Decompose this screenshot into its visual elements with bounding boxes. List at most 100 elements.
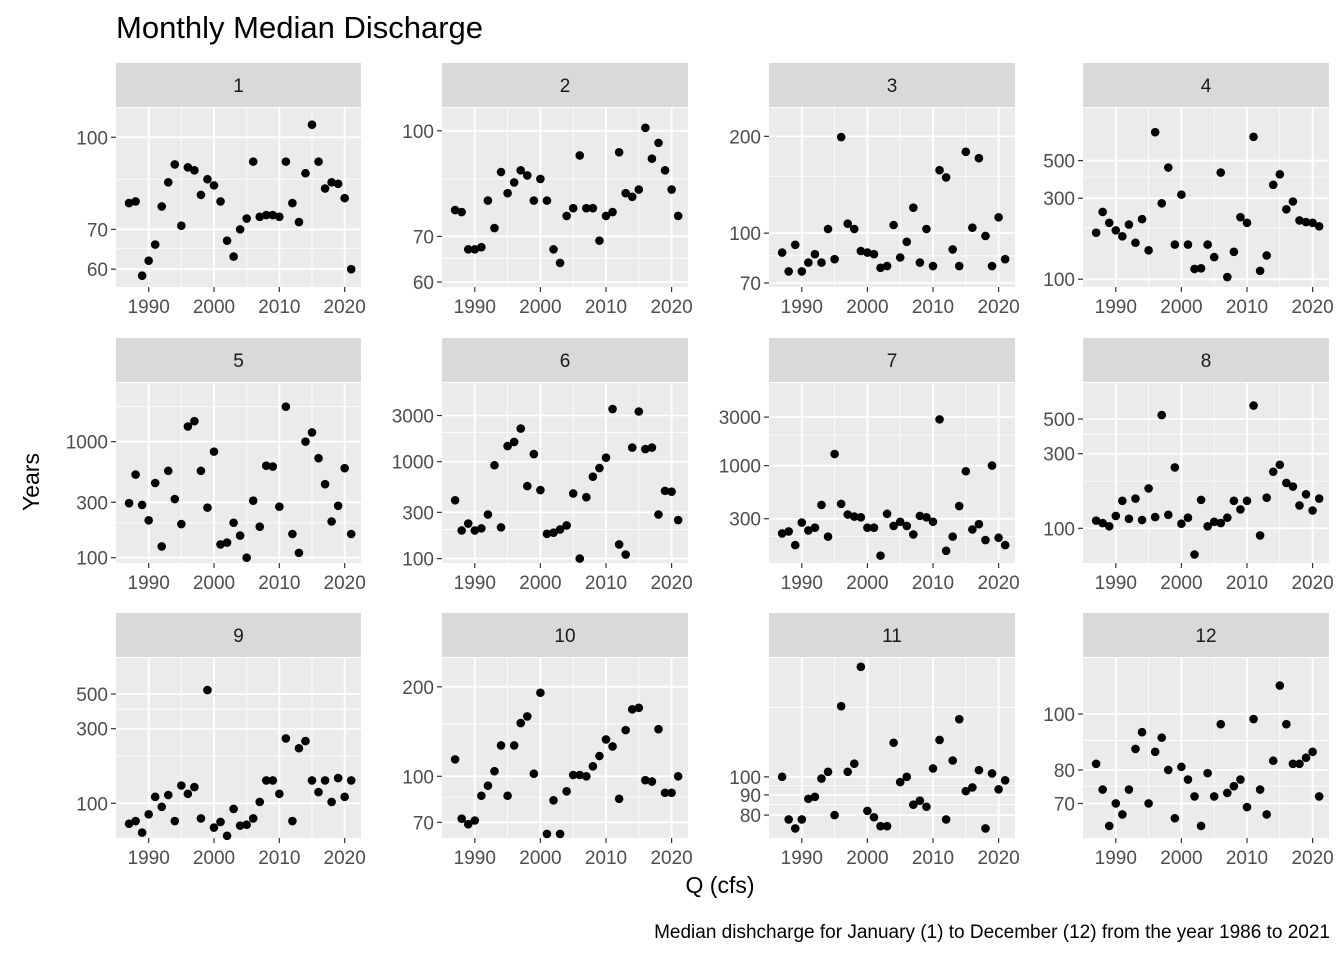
data-point <box>634 185 644 194</box>
data-point <box>981 535 990 545</box>
data-point <box>902 237 912 247</box>
y-tick-label: 100 <box>729 768 761 789</box>
data-point <box>1196 263 1206 273</box>
data-point <box>1255 531 1265 540</box>
data-point <box>216 817 225 827</box>
x-tick-label: 1990 <box>1095 573 1137 594</box>
data-point <box>660 788 670 798</box>
data-point <box>1262 810 1271 819</box>
facet-panel-9: 9 100 300 500 1990 2000 2010 2020 <box>76 613 366 869</box>
panel-background <box>442 658 688 838</box>
data-point <box>922 224 931 234</box>
data-point <box>621 725 630 735</box>
data-point <box>346 264 356 274</box>
data-point <box>1091 516 1101 525</box>
data-point <box>470 245 480 254</box>
data-point <box>922 512 931 522</box>
x-tick-label: 2000 <box>193 848 235 869</box>
data-point <box>810 249 820 259</box>
data-point <box>1196 495 1206 505</box>
data-point <box>869 249 879 259</box>
data-point <box>222 538 232 547</box>
data-point <box>562 787 571 796</box>
data-point <box>346 529 356 539</box>
data-point <box>483 510 493 519</box>
data-point <box>327 797 336 807</box>
data-point <box>1242 496 1252 506</box>
data-point <box>935 415 944 424</box>
data-point <box>294 548 304 558</box>
data-point <box>1301 217 1311 227</box>
data-point <box>1275 681 1285 690</box>
data-point <box>1144 246 1153 255</box>
data-point <box>1111 511 1121 521</box>
data-point <box>641 444 650 454</box>
data-point <box>268 210 278 220</box>
data-point <box>496 741 506 750</box>
data-point <box>536 485 545 495</box>
data-point <box>614 540 624 549</box>
data-point <box>470 816 480 825</box>
data-point <box>307 776 317 785</box>
data-point <box>327 177 336 187</box>
y-tick-label: 100 <box>402 550 434 571</box>
data-point <box>516 166 526 175</box>
data-point <box>529 769 539 779</box>
data-point <box>1150 747 1160 757</box>
y-tick-label: 70 <box>1054 794 1075 815</box>
data-point <box>549 245 558 254</box>
x-tick-label: 2010 <box>585 297 627 318</box>
data-point <box>555 258 565 268</box>
data-point <box>1275 170 1285 179</box>
x-tick-label: 2010 <box>585 848 627 869</box>
data-point <box>477 524 486 533</box>
data-point <box>275 212 284 222</box>
x-tick-label: 2020 <box>977 297 1019 318</box>
data-point <box>150 240 160 249</box>
data-point <box>595 751 604 761</box>
data-point <box>1249 132 1258 142</box>
data-point <box>660 166 670 175</box>
data-point <box>968 525 977 534</box>
data-point <box>555 525 565 534</box>
data-point <box>522 481 532 491</box>
data-point <box>248 157 258 166</box>
data-point <box>261 210 271 220</box>
data-point <box>1308 747 1317 757</box>
data-point <box>608 207 617 217</box>
data-point <box>948 756 957 765</box>
data-point <box>641 775 650 785</box>
data-point <box>314 453 323 463</box>
data-point <box>777 248 787 257</box>
data-point <box>810 792 820 802</box>
data-point <box>869 812 879 822</box>
data-point <box>281 402 291 411</box>
x-tick-label: 2000 <box>193 297 235 318</box>
x-tick-label: 2020 <box>324 297 366 318</box>
data-point <box>863 248 872 257</box>
x-tick-label: 2010 <box>1226 573 1268 594</box>
data-point <box>229 518 238 528</box>
facet-strip-label: 10 <box>554 626 575 647</box>
data-point <box>968 783 977 792</box>
data-point <box>889 521 898 531</box>
data-point <box>1216 168 1226 177</box>
data-point <box>457 814 466 823</box>
data-point <box>301 168 310 178</box>
data-point <box>1275 460 1285 470</box>
y-axis-label: Years <box>18 453 44 511</box>
data-point <box>1118 810 1127 819</box>
x-tick-label: 1990 <box>454 573 496 594</box>
data-point <box>1268 180 1278 190</box>
y-tick-label: 300 <box>76 493 108 514</box>
data-point <box>340 193 349 203</box>
data-point <box>601 735 611 744</box>
data-point <box>170 494 180 504</box>
x-tick-label: 2000 <box>1160 297 1202 318</box>
data-point <box>209 447 219 456</box>
data-point <box>294 217 304 227</box>
y-tick-label: 100 <box>1043 270 1075 291</box>
data-point <box>509 178 519 187</box>
data-point <box>496 523 506 532</box>
y-tick-label: 100 <box>402 767 434 788</box>
